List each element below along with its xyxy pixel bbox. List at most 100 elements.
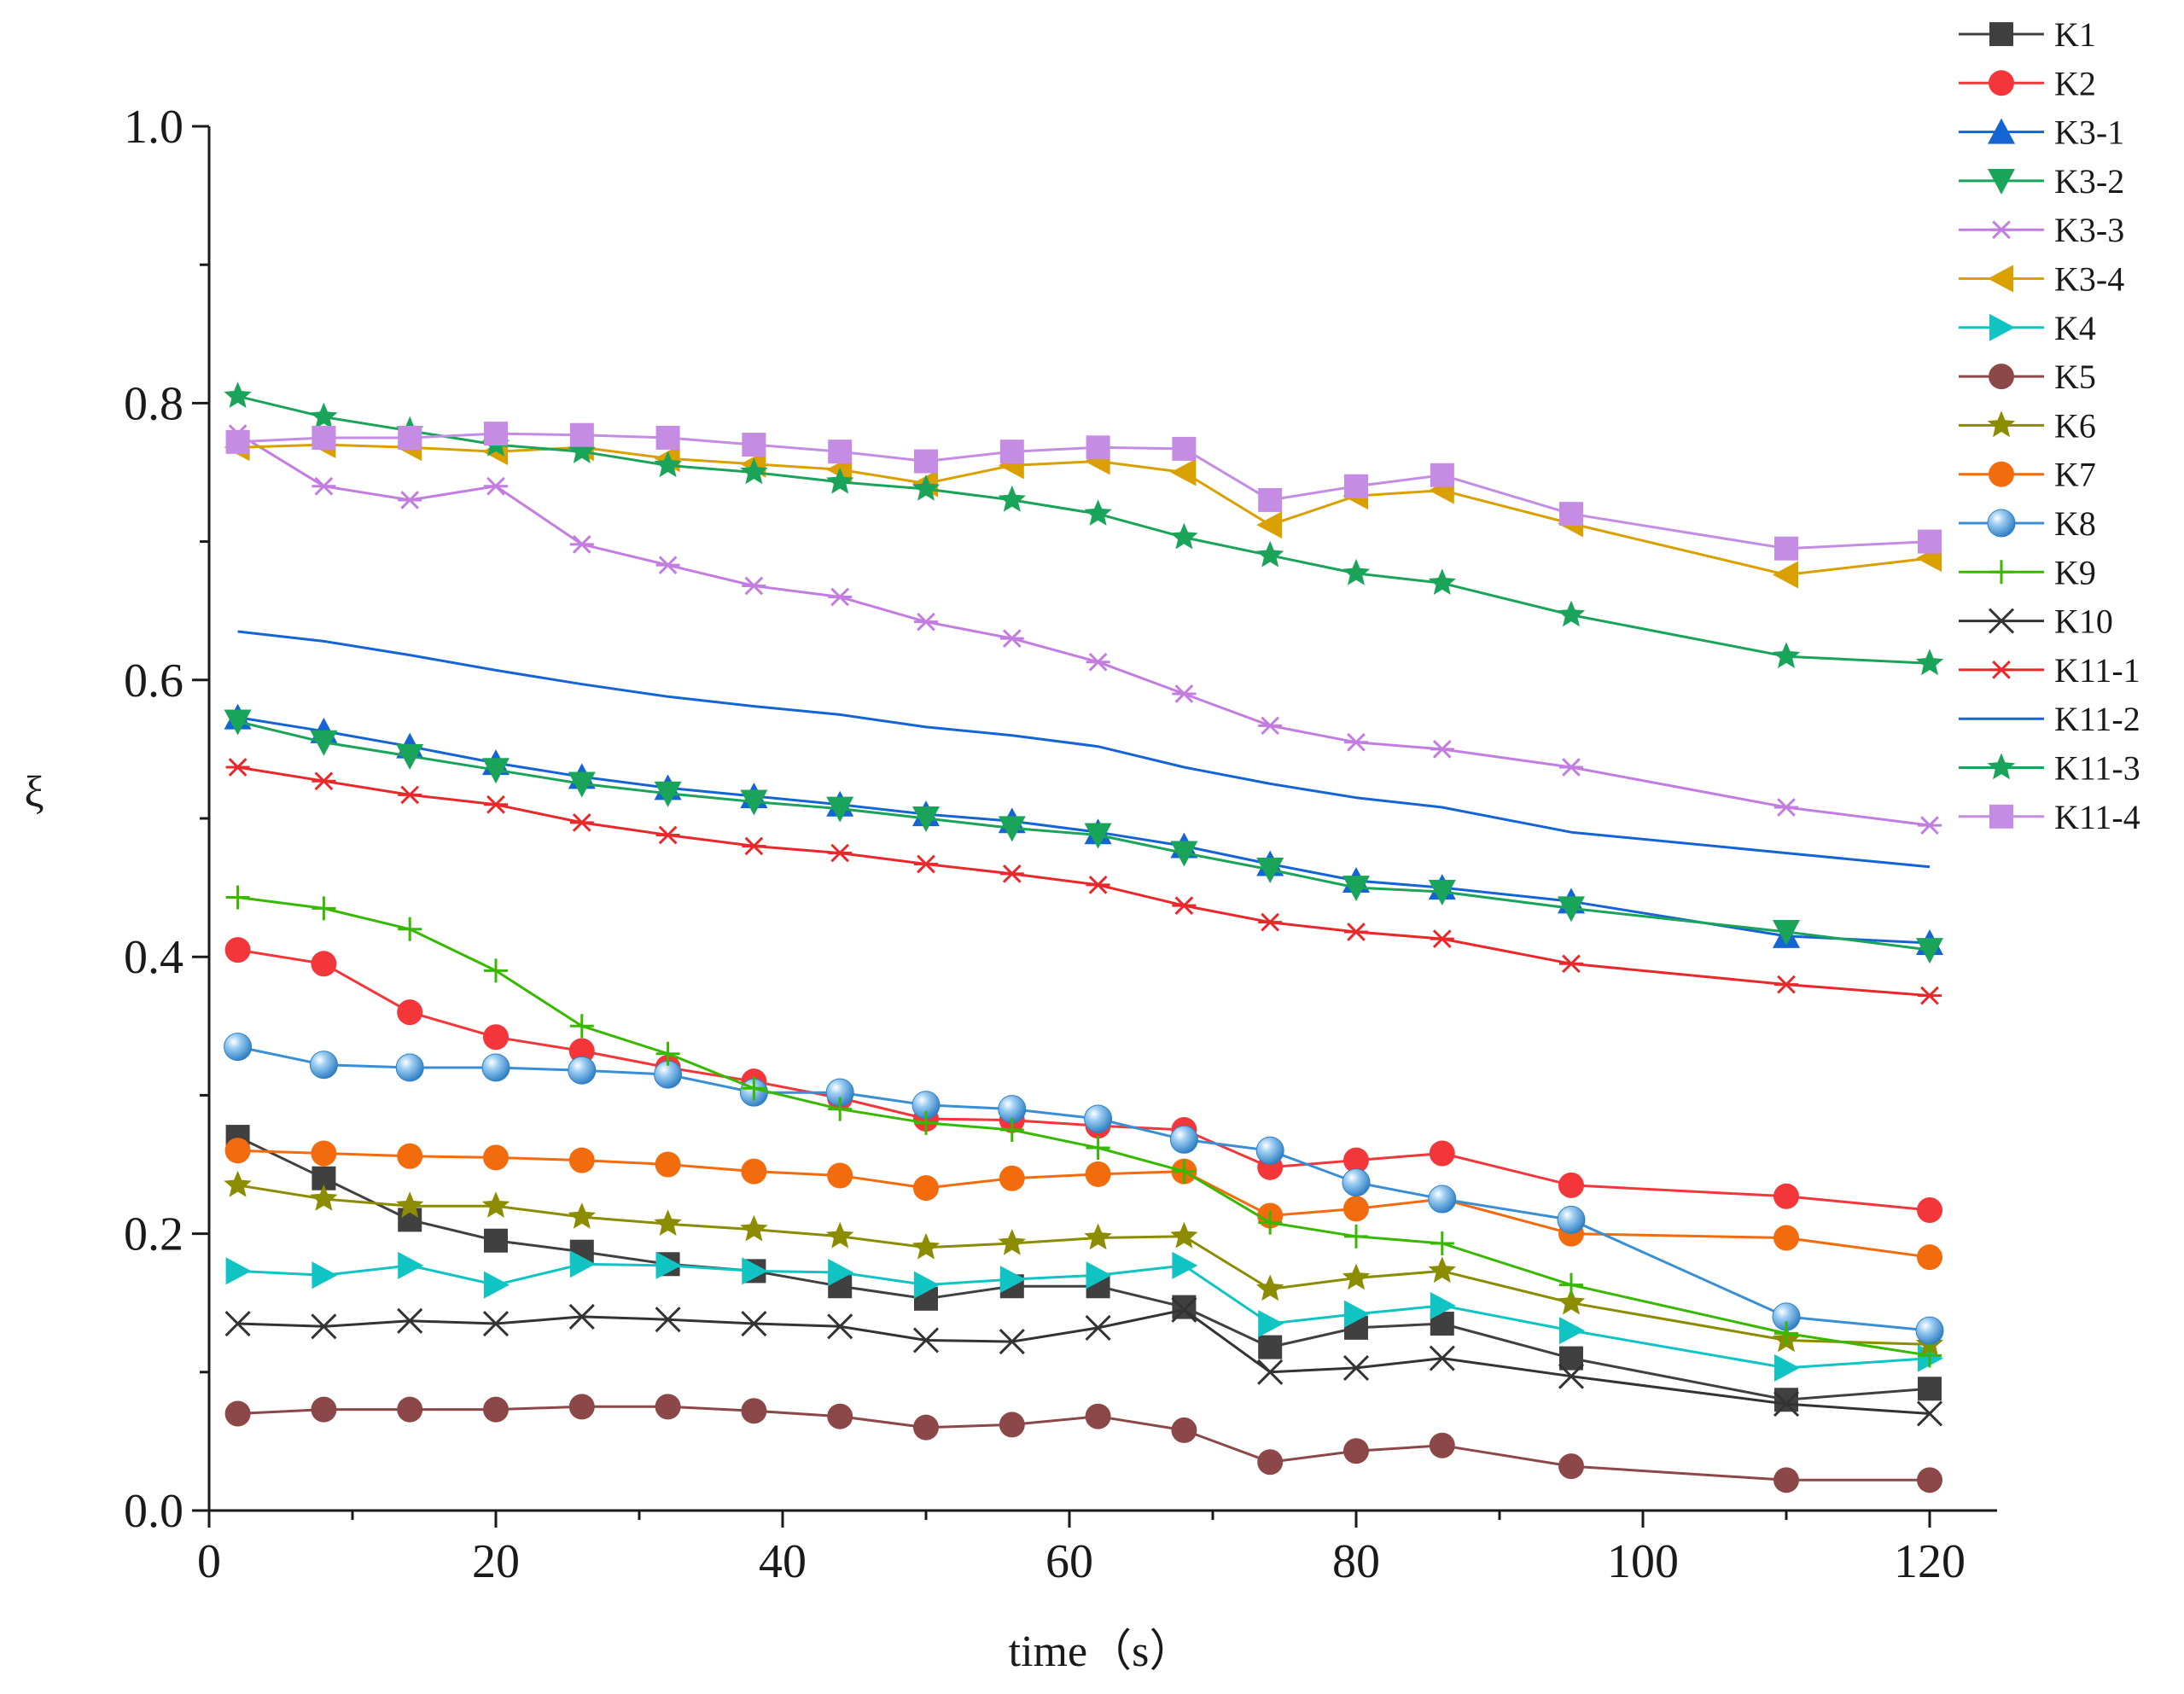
data-point	[999, 1117, 1024, 1142]
data-point	[1989, 364, 2014, 390]
data-point	[1915, 649, 1944, 676]
legend-label: K8	[2054, 504, 2096, 543]
data-point	[1086, 1261, 1112, 1289]
data-point	[568, 1147, 595, 1173]
data-point	[1989, 661, 2013, 679]
data-point	[569, 1250, 596, 1278]
data-point	[397, 1307, 423, 1334]
data-point	[655, 1251, 682, 1279]
data-point	[1172, 1251, 1198, 1279]
data-point	[742, 1076, 766, 1101]
legend-label: K3-2	[2054, 162, 2124, 201]
data-point	[395, 1053, 424, 1082]
series-k11-4	[225, 422, 1942, 561]
data-point	[1342, 1354, 1370, 1381]
legend-item-k5: K5	[1959, 358, 2096, 396]
data-point	[398, 785, 422, 805]
data-point	[568, 1056, 597, 1085]
series-line	[237, 394, 1931, 665]
data-point	[828, 1097, 853, 1121]
data-point	[1429, 1432, 1455, 1458]
x-tick-label: 60	[1045, 1535, 1093, 1588]
data-point	[225, 758, 250, 777]
data-point	[1086, 1136, 1110, 1161]
data-point	[1987, 410, 2016, 438]
legend-label: K7	[2054, 456, 2096, 494]
data-point	[1917, 1244, 1942, 1271]
data-point	[398, 917, 422, 941]
series-line	[236, 432, 1931, 827]
data-point	[1258, 716, 1283, 736]
data-point	[568, 771, 596, 798]
x-tick-label: 120	[1894, 1535, 1966, 1588]
data-point	[999, 1412, 1025, 1438]
data-point	[1774, 1388, 1798, 1412]
data-point	[655, 1394, 681, 1420]
data-point	[655, 825, 680, 845]
data-point	[654, 451, 682, 478]
legend-label: K2	[2054, 64, 2096, 102]
series-line	[237, 1045, 1931, 1332]
data-point	[999, 864, 1024, 883]
data-point	[998, 1229, 1026, 1255]
y-tick-label: 0.0	[124, 1485, 183, 1538]
legend-item-k11-3: K11-3	[1959, 749, 2140, 788]
data-point	[483, 1396, 509, 1423]
data-point	[1086, 652, 1110, 672]
x-tick-label: 20	[472, 1535, 520, 1588]
data-point	[1258, 1210, 1283, 1235]
data-point	[998, 816, 1026, 842]
data-point	[1344, 732, 1368, 752]
data-point	[568, 1202, 596, 1229]
data-point	[1428, 879, 1456, 905]
data-point	[1255, 1136, 1284, 1165]
data-point	[1773, 561, 1798, 589]
y-tick-label: 0.4	[124, 931, 183, 984]
data-point	[1342, 1263, 1371, 1290]
data-point	[655, 1151, 681, 1178]
data-point	[827, 1403, 853, 1429]
data-point	[1084, 823, 1112, 849]
data-point	[398, 1251, 424, 1279]
series-line	[237, 896, 1931, 1357]
y-axis-label: ξ	[24, 768, 44, 817]
data-point	[1258, 1310, 1284, 1338]
data-point	[1256, 511, 1283, 539]
series-k3-1	[224, 703, 1943, 955]
data-point	[654, 781, 682, 807]
series-k8	[224, 1033, 1944, 1345]
series-line	[236, 1135, 1931, 1401]
data-point	[913, 1175, 939, 1202]
data-point	[1172, 684, 1197, 703]
data-point	[1918, 529, 1942, 554]
series-k11-3	[224, 381, 1944, 676]
data-point	[827, 1313, 853, 1340]
data-point	[568, 1394, 595, 1420]
data-point	[1428, 1185, 1457, 1214]
data-point	[1988, 118, 2015, 144]
legend-item-k3-4: K3-4	[1959, 260, 2124, 299]
data-point	[1169, 1125, 1198, 1154]
data-point	[740, 457, 768, 485]
data-point	[224, 1400, 251, 1427]
data-point	[1343, 1438, 1369, 1464]
data-point	[484, 1271, 510, 1299]
data-point	[1918, 986, 1942, 1005]
data-point	[826, 796, 854, 823]
data-point	[568, 437, 596, 463]
data-point	[1170, 522, 1198, 550]
x-tick-label: 80	[1332, 1535, 1380, 1588]
data-point	[1430, 1291, 1456, 1319]
data-point	[1256, 540, 1284, 568]
data-point	[482, 1310, 510, 1337]
legend-label: K11-4	[2054, 798, 2140, 836]
data-point	[741, 1158, 767, 1185]
data-point	[999, 1165, 1025, 1191]
data-point	[1774, 1321, 1798, 1346]
data-point	[1774, 536, 1798, 561]
data-point	[741, 1310, 767, 1337]
data-point	[742, 836, 766, 856]
legend-label: K11-3	[2054, 749, 2140, 788]
data-point	[913, 1414, 939, 1441]
data-point	[1170, 841, 1198, 867]
